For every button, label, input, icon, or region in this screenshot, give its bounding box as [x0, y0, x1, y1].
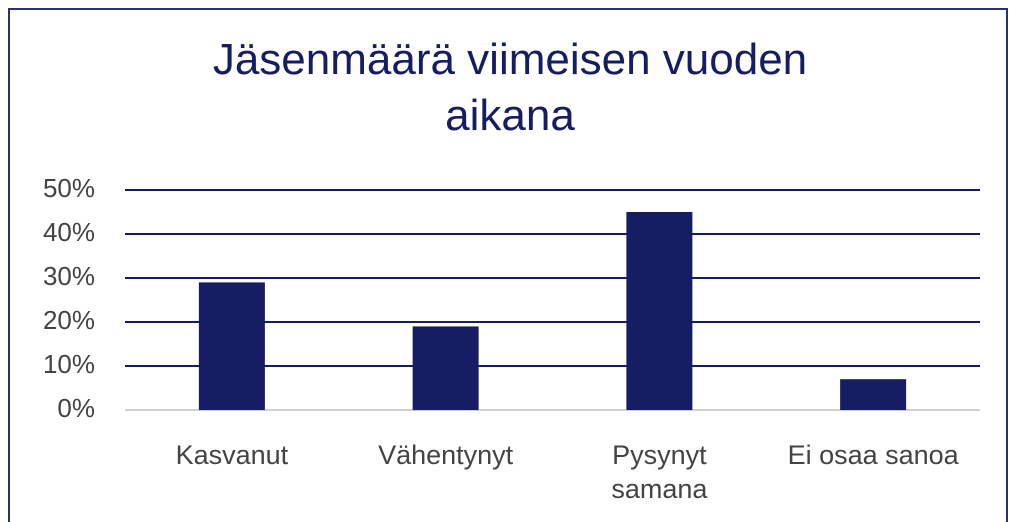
- bar: [626, 212, 693, 410]
- x-tick-label: Kasvanut: [175, 440, 289, 470]
- x-tick-label: Ei osaa sanoa: [787, 440, 959, 470]
- y-tick-label: 50%: [43, 173, 95, 203]
- bar: [840, 379, 907, 410]
- bar: [198, 282, 265, 410]
- x-tick-label: Pysynyt samana: [611, 440, 708, 504]
- y-tick-label: 30%: [43, 261, 95, 291]
- x-tick-label: Vähentynyt: [378, 440, 514, 470]
- chart-frame: [8, 8, 1008, 522]
- chart-title: Jäsenmäärä viimeisen vuoden aikana: [212, 35, 808, 140]
- bar: [412, 326, 479, 410]
- y-tick-label: 10%: [43, 349, 95, 379]
- y-tick-label: 20%: [43, 305, 95, 335]
- y-tick-label: 0%: [57, 393, 95, 423]
- y-tick-label: 40%: [43, 217, 95, 247]
